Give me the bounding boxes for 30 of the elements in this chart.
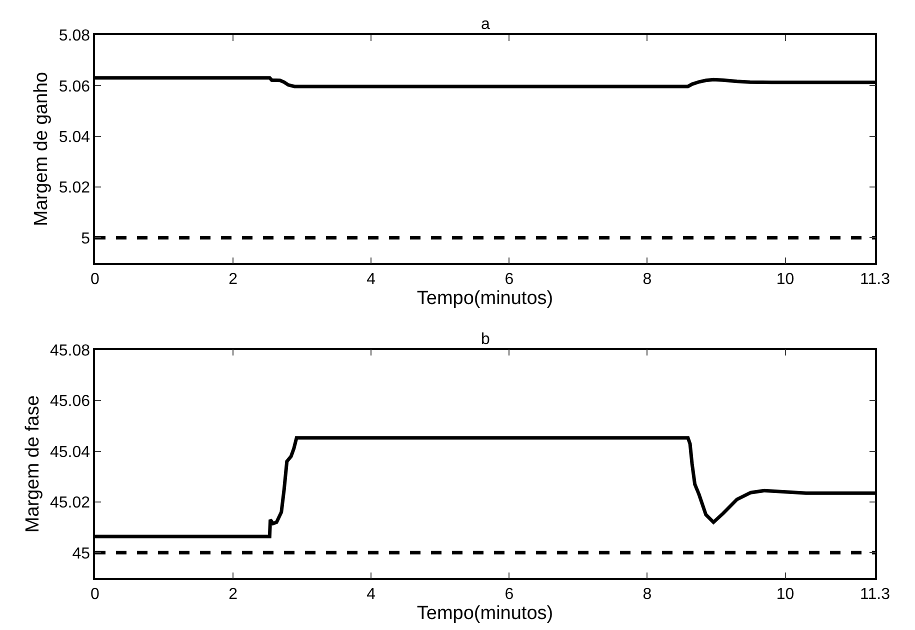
x-tick-label: 6	[504, 586, 514, 603]
x-tick-label: 10	[776, 586, 794, 603]
x-tick-label: 0	[90, 586, 100, 603]
y-tick-label: 45.06	[50, 393, 90, 410]
x-tick-label: 0	[90, 271, 100, 288]
y-tick-label: 45.04	[50, 444, 90, 461]
x-tick-label: 4	[366, 271, 376, 288]
chart-title: a	[481, 16, 490, 33]
x-tick-label: 2	[228, 586, 238, 603]
x-tick-label: 10	[776, 271, 794, 288]
x-tick-label: 11.3	[860, 271, 890, 288]
y-tick-label: 5.04	[58, 128, 90, 146]
y-tick-label: 5.06	[58, 78, 90, 96]
x-tick-label: 2	[228, 271, 238, 288]
y-tick-label: 45	[72, 545, 90, 562]
y-tick-label: 5.08	[58, 28, 90, 45]
chart-title: b	[481, 331, 490, 348]
x-axis-title: Tempo(minutos)	[416, 288, 554, 310]
y-tick-label: 5	[81, 230, 90, 248]
x-axis-title: Tempo(minutos)	[416, 602, 554, 624]
y-axis-title: Margem de ganho	[31, 72, 52, 226]
x-tick-label: 4	[366, 586, 376, 603]
y-tick-label: 5.02	[58, 180, 90, 197]
x-tick-label: 6	[504, 271, 514, 288]
x-tick-label: 8	[642, 271, 652, 288]
y-tick-label: 45.02	[50, 494, 90, 512]
y-tick-label: 45.08	[50, 342, 90, 360]
x-tick-label: 11.3	[860, 586, 890, 603]
x-tick-label: 8	[642, 586, 652, 603]
y-axis-title: Margem de fase	[22, 395, 44, 533]
